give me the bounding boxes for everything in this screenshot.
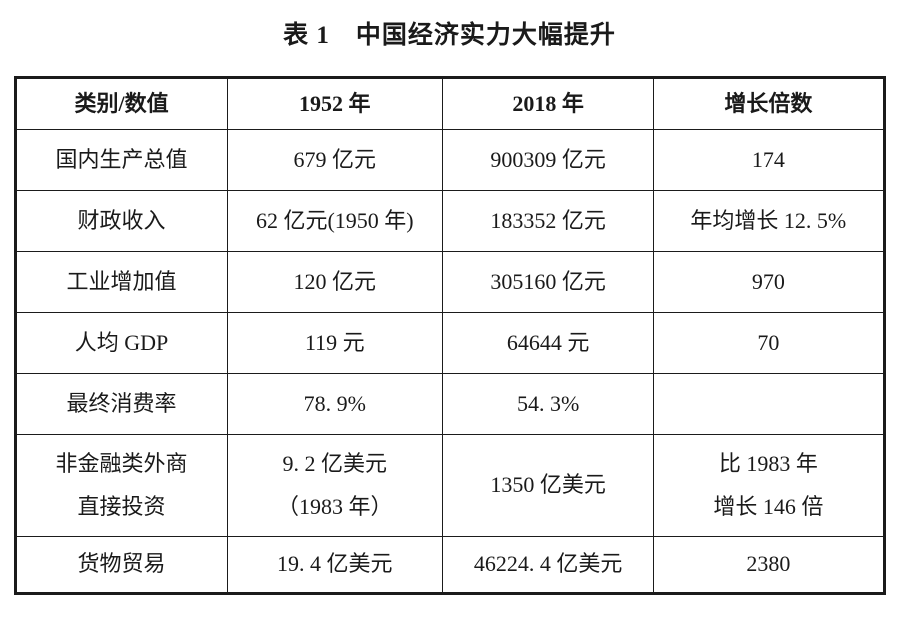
cell-category: 国内生产总值 xyxy=(14,129,228,191)
cell-2018: 900309 亿元 xyxy=(442,129,655,191)
cell-category: 最终消费率 xyxy=(14,373,228,435)
table-row-consumption-rate: 最终消费率 78. 9% 54. 3% xyxy=(14,373,885,435)
header-row: 类别/数值 1952 年 2018 年 增长倍数 xyxy=(14,77,885,130)
cell-2018: 1350 亿美元 xyxy=(442,434,655,537)
cell-2018: 64644 元 xyxy=(442,312,655,374)
cell-category: 工业增加值 xyxy=(14,251,228,313)
header-year-2018: 2018 年 xyxy=(442,77,655,130)
table-row-gdp: 国内生产总值 679 亿元 900309 亿元 174 xyxy=(14,129,885,191)
table-row-goods-trade: 货物贸易 19. 4 亿美元 46224. 4 亿美元 2380 xyxy=(14,536,885,594)
table-caption: 表 1 中国经济实力大幅提升 xyxy=(283,22,616,49)
table-row-fdi: 非金融类外商 直接投资 9. 2 亿美元 （1983 年） 1350 亿美元 比… xyxy=(14,434,885,537)
header-category: 类别/数值 xyxy=(14,77,228,130)
cell-1952: 119 元 xyxy=(226,312,444,374)
cell-growth: 2380 xyxy=(653,536,885,594)
header-year-1952: 1952 年 xyxy=(226,77,444,130)
cell-1952: 78. 9% xyxy=(226,373,444,435)
cell-growth: 174 xyxy=(653,129,885,191)
cell-2018: 305160 亿元 xyxy=(442,251,655,313)
cell-1952: 62 亿元(1950 年) xyxy=(226,190,444,252)
table-row-industrial-value: 工业增加值 120 亿元 305160 亿元 970 xyxy=(14,251,885,313)
cell-growth xyxy=(653,373,885,435)
cell-2018: 46224. 4 亿美元 xyxy=(442,536,655,594)
cell-category: 财政收入 xyxy=(14,190,228,252)
table-row-fiscal-revenue: 财政收入 62 亿元(1950 年) 183352 亿元 年均增长 12. 5% xyxy=(14,190,885,252)
cell-2018: 54. 3% xyxy=(442,373,655,435)
table-row-gdp-per-capita: 人均 GDP 119 元 64644 元 70 xyxy=(14,312,885,374)
cell-category: 人均 GDP xyxy=(14,312,228,374)
cell-category: 非金融类外商 直接投资 xyxy=(14,434,228,537)
cell-1952: 120 亿元 xyxy=(226,251,444,313)
cell-growth: 970 xyxy=(653,251,885,313)
header-growth-factor: 增长倍数 xyxy=(653,77,885,130)
cell-growth: 比 1983 年 增长 146 倍 xyxy=(653,434,885,537)
cell-2018: 183352 亿元 xyxy=(442,190,655,252)
economy-table: 类别/数值 1952 年 2018 年 增长倍数 国内生产总值 679 亿元 9… xyxy=(13,76,886,595)
cell-1952: 19. 4 亿美元 xyxy=(226,536,444,594)
cell-category: 货物贸易 xyxy=(14,536,228,594)
cell-1952: 9. 2 亿美元 （1983 年） xyxy=(226,434,444,537)
cell-1952: 679 亿元 xyxy=(226,129,444,191)
cell-growth: 年均增长 12. 5% xyxy=(653,190,885,252)
cell-growth: 70 xyxy=(653,312,885,374)
